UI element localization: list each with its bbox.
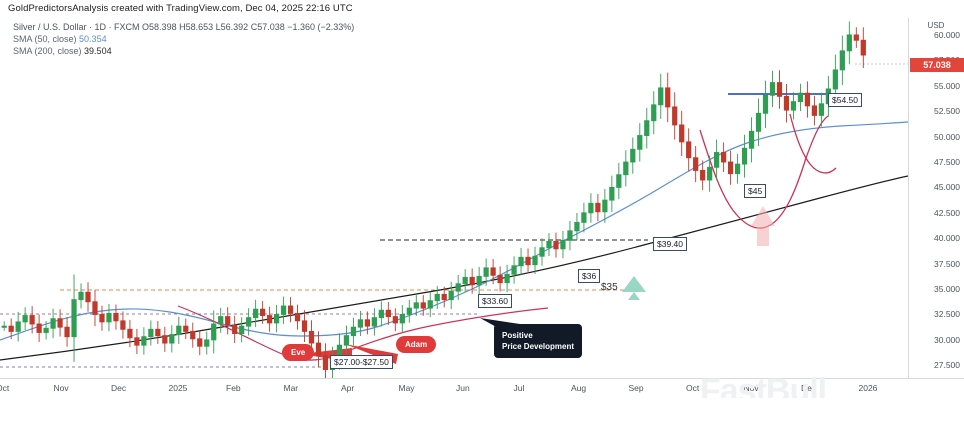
time-tick: 2025 (168, 383, 188, 393)
label-support-3360[interactable]: $33.60 (478, 294, 512, 308)
bullish-marker-icon (622, 276, 646, 292)
chart-legend: Silver / U.S. Dollar · 1D · FXCM O58.398… (13, 21, 354, 57)
time-axis[interactable]: Oct Nov Dec 2025 Feb Mar Apr May Jun Jul Aug Sep Oct… (0, 378, 964, 398)
time-tick: Nov (743, 383, 759, 393)
candlestick-series (1, 21, 866, 378)
label-support-36[interactable]: $36 (578, 269, 601, 283)
attribution-text: GoldPredictorsAnalysis created with Trad… (8, 3, 353, 14)
price-axis-unit: USD (927, 21, 945, 30)
legend-low-label: L (215, 22, 221, 32)
callout-eve[interactable]: Eve (282, 344, 315, 361)
price-tick: 35.000 (934, 284, 960, 294)
time-tick: 2026 (858, 383, 878, 393)
legend-close-label: C (250, 22, 258, 32)
label-resistance-5450[interactable]: $54.50 (828, 93, 862, 107)
time-tick: Apr (341, 383, 355, 393)
price-tick: 37.500 (934, 258, 960, 269)
price-tick: 50.000 (934, 131, 960, 142)
price-tick: 47.500 (934, 157, 960, 167)
time-tick: Dec (111, 383, 127, 393)
sma50-line (0, 121, 908, 341)
label-range-2700-2750[interactable]: $27.00-$27.50 (330, 355, 393, 369)
plot-canvas (0, 21, 908, 378)
price-plot[interactable]: $54.50 $45 $39.40 $36 $33.60 $27.00-$27.… (0, 18, 908, 378)
time-tick: Oct (0, 383, 10, 393)
time-tick: Sep (628, 383, 644, 393)
price-tick: 42.500 (934, 207, 960, 218)
legend-sma200-value: 39.504 (84, 46, 112, 56)
time-tick: May (398, 383, 415, 393)
time-tick: Mar (283, 383, 299, 393)
legend-change: −1.360 (−2.33%) (287, 22, 355, 32)
callout-positive-price-development[interactable]: Positive Price Development (494, 324, 583, 358)
legend-ohlc-row: Silver / U.S. Dollar · 1D · FXCM O58.398… (13, 21, 354, 33)
bullish-marker-tail-icon (628, 292, 640, 300)
legend-sma50-value: 50.354 (79, 34, 107, 44)
price-tick: 30.000 (934, 334, 960, 345)
callout-adam[interactable]: Adam (396, 336, 437, 353)
bullish-arrow-large-icon (751, 206, 775, 246)
price-tick: 40.000 (934, 233, 960, 244)
reference-lines (0, 63, 908, 368)
price-tick: 52.500 (934, 106, 960, 117)
legend-open-label: O (142, 22, 150, 32)
last-price-badge: 57.038 (910, 58, 964, 72)
price-axis[interactable]: USD 60.00057.50055.00052.50050.00047.500… (908, 18, 964, 378)
legend-symbol[interactable]: Silver / U.S. Dollar · 1D · FXCM (13, 22, 140, 32)
callout-positive-line1: Positive (502, 331, 533, 340)
label-support-35: $35 (601, 282, 618, 293)
legend-open-value: 58.398 (149, 22, 177, 32)
legend-high-label: H (179, 22, 186, 32)
callout-positive-line2: Price Development (502, 342, 575, 351)
legend-high-value: 58.653 (185, 22, 214, 32)
legend-sma50-label: SMA (50, close) (13, 34, 77, 44)
legend-sma200-row[interactable]: SMA (200, close) 39.504 (13, 45, 354, 57)
price-tick: 32.500 (934, 309, 960, 320)
time-tick: Aug (571, 383, 587, 393)
handle-curve-right (789, 113, 837, 174)
price-tick: 60.000 (934, 30, 960, 40)
price-tick: 27.500 (934, 360, 960, 371)
time-tick: Feb (226, 383, 241, 393)
legend-sma50-row[interactable]: SMA (50, close) 50.354 (13, 33, 354, 45)
time-tick: Nov (53, 383, 69, 393)
label-cup-bottom-45[interactable]: $45 (744, 184, 767, 198)
sma200-line (0, 175, 908, 361)
time-tick: Jul (513, 383, 525, 393)
footer-bar: TradingView (0, 398, 964, 438)
legend-close-value: 57.038 (257, 22, 285, 32)
legend-low-value: 56.392 (220, 22, 249, 32)
label-breakout-3940[interactable]: $39.40 (653, 237, 687, 251)
price-tick: 45.000 (934, 182, 960, 193)
time-tick: Jun (456, 383, 470, 393)
legend-sma200-label: SMA (200, close) (13, 46, 82, 56)
time-tick: Dec (801, 383, 817, 393)
price-tick: 55.000 (934, 80, 960, 91)
time-tick: Oct (686, 383, 700, 393)
